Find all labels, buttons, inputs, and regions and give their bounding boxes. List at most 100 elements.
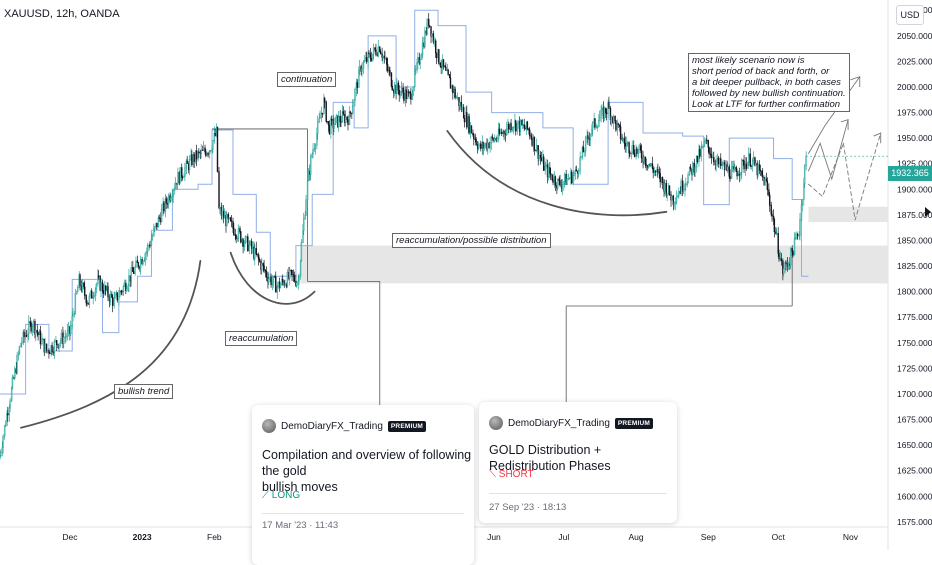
candle-body [133, 272, 134, 274]
direction-label: LONG [272, 490, 300, 501]
candle-body [275, 277, 276, 292]
candle-body [347, 117, 348, 120]
candle-body [695, 167, 696, 172]
candle-body [359, 67, 360, 70]
candle-body [4, 426, 5, 436]
candle-body [517, 124, 518, 132]
candle-body [619, 125, 620, 127]
candle-body [272, 282, 273, 285]
candle-body [713, 157, 714, 161]
candle-body [67, 330, 68, 336]
candle-body [592, 122, 593, 129]
y-tick-label: 1700.000 [897, 389, 932, 399]
author-name[interactable]: DemoDiaryFX_Trading [508, 418, 610, 429]
candle-body [730, 176, 731, 178]
candle-body [753, 158, 754, 161]
card-author[interactable]: DemoDiaryFX_Trading PREMIUM [262, 419, 426, 433]
candle-body [560, 181, 561, 185]
candle-body [410, 94, 411, 100]
idea-card-long[interactable]: DemoDiaryFX_Trading PREMIUM Compilation … [252, 405, 474, 565]
candle-body [131, 267, 132, 281]
candle-body [373, 48, 374, 54]
candle-body [231, 221, 232, 222]
candle-body [492, 137, 493, 138]
candle-body [0, 452, 1, 455]
note-scenario[interactable]: most likely scenario now is short period… [688, 53, 850, 112]
candle-body [420, 60, 421, 64]
currency-selector[interactable]: USD [896, 5, 924, 25]
candle-body [676, 197, 677, 202]
candle-body [114, 298, 115, 305]
candle-body [674, 203, 675, 205]
candle-body [129, 276, 130, 286]
candle-body [783, 269, 784, 274]
candle-body [375, 48, 376, 50]
candle-body [652, 164, 653, 168]
candle-body [459, 102, 460, 106]
candle-body [585, 138, 586, 151]
note-reaccumulation-distribution[interactable]: reaccumulation/possible distribution [392, 233, 551, 248]
candle-body [709, 147, 710, 154]
candle-body [539, 155, 540, 158]
candle-body [543, 157, 544, 170]
candle-body [457, 97, 458, 98]
author-name[interactable]: DemoDiaryFX_Trading [281, 421, 383, 432]
candle-body [398, 83, 399, 90]
candle-body [252, 247, 253, 249]
candle-body [326, 102, 327, 121]
candle-body [569, 178, 570, 179]
candle-body [669, 186, 670, 195]
candle-body [19, 347, 20, 354]
candle-body [33, 321, 34, 326]
candle-body [118, 297, 119, 300]
candle-body [616, 121, 617, 130]
idea-card-short[interactable]: DemoDiaryFX_Trading PREMIUM GOLD Distrib… [479, 402, 677, 523]
candle-body [330, 119, 331, 133]
candle-body [609, 103, 610, 108]
candle-body [154, 227, 155, 229]
candle-body [536, 145, 537, 150]
candle-body [408, 92, 409, 93]
y-tick-label: 1625.000 [897, 466, 932, 476]
candle-body [541, 158, 542, 161]
note-continuation[interactable]: continuation [277, 72, 336, 87]
candle-body [487, 143, 488, 149]
candle-body [788, 264, 789, 266]
candle-body [168, 196, 169, 205]
x-tick-label: Jul [558, 532, 569, 542]
candle-body [86, 295, 87, 302]
candle-body [300, 261, 301, 277]
candle-body [513, 127, 514, 128]
avatar [489, 416, 503, 430]
candle-body [278, 282, 279, 287]
candle-body [690, 167, 691, 169]
candle-body [655, 171, 656, 172]
candle-body [699, 149, 700, 156]
candle-body [396, 83, 397, 94]
y-tick-label: 1750.000 [897, 338, 932, 348]
symbol-title[interactable]: XAUUSD, 12h, OANDA [4, 8, 120, 20]
candle-body [494, 139, 495, 141]
candle-body [49, 350, 50, 353]
premium-badge: PREMIUM [615, 418, 653, 429]
candle-body [591, 130, 592, 134]
candle-body [161, 209, 162, 221]
candle-body [414, 71, 415, 87]
y-tick-label: 1975.000 [897, 108, 932, 118]
candle-body [463, 107, 464, 118]
candle-body [497, 139, 498, 140]
candle-body [378, 47, 379, 55]
candle-body [219, 172, 220, 208]
candle-body [449, 75, 450, 78]
note-reaccumulation[interactable]: reaccumulation [225, 331, 297, 346]
card-author[interactable]: DemoDiaryFX_Trading PREMIUM [489, 416, 653, 430]
candle-body [595, 119, 596, 127]
candle-body [336, 116, 337, 118]
candle-body [557, 179, 558, 188]
card-title[interactable]: Compilation and overview of following th… [262, 447, 474, 495]
candle-body [400, 92, 401, 95]
note-bullish-trend[interactable]: bullish trend [114, 384, 173, 399]
candle-body [302, 231, 303, 243]
candle-body [421, 55, 422, 60]
candle-body [194, 154, 195, 161]
